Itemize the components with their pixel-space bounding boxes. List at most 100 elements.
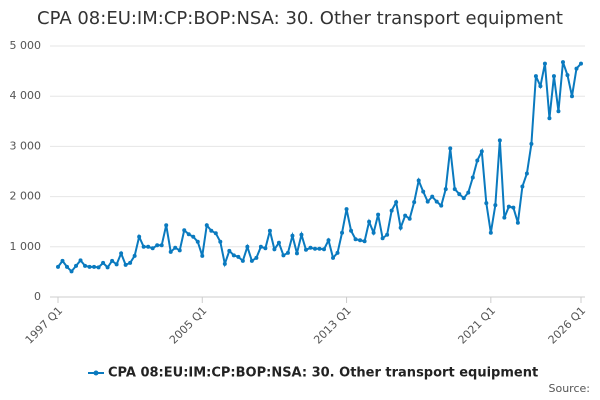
data-point (533, 74, 538, 79)
data-point (218, 239, 223, 244)
data-point (452, 187, 457, 192)
data-point (574, 66, 579, 71)
data-point (281, 253, 286, 258)
data-point (173, 245, 178, 250)
data-point (222, 261, 227, 266)
data-point (150, 246, 155, 251)
y-tick-label: 0 (34, 290, 41, 303)
data-point (69, 269, 74, 274)
data-point (394, 200, 399, 205)
data-point (556, 109, 561, 114)
data-point (83, 263, 88, 268)
data-point (317, 246, 322, 251)
data-point (353, 237, 358, 242)
data-point (322, 247, 327, 252)
data-point (231, 253, 236, 258)
data-point (276, 240, 281, 245)
data-point (92, 264, 97, 269)
data-point (87, 264, 92, 269)
data-point (371, 230, 376, 235)
data-point (358, 238, 363, 243)
data-point (502, 215, 507, 220)
data-point (60, 258, 65, 263)
data-point (254, 255, 259, 260)
data-point (326, 238, 331, 243)
data-point (385, 232, 390, 237)
data-point (524, 171, 529, 176)
data-point (461, 196, 466, 201)
data-point (466, 190, 471, 195)
data-point (484, 201, 489, 206)
data-point (290, 233, 295, 238)
data-point (204, 223, 209, 228)
data-point (155, 243, 160, 248)
data-point (65, 264, 70, 269)
data-point (416, 178, 421, 183)
data-point (245, 244, 250, 249)
data-point (362, 239, 367, 244)
data-point (312, 246, 317, 251)
data-point (146, 244, 151, 249)
data-point (303, 247, 308, 252)
data-point (191, 234, 196, 239)
data-point (340, 230, 345, 235)
data-point (110, 258, 115, 263)
data-point (227, 248, 232, 253)
data-point (407, 216, 412, 221)
data-point (488, 230, 493, 235)
x-tick-label: 2013 Q1 (311, 304, 354, 347)
data-point (123, 262, 128, 267)
data-point (132, 253, 137, 258)
data-point (569, 94, 574, 99)
data-point (200, 253, 205, 258)
data-point (551, 74, 556, 79)
data-point (105, 265, 110, 270)
x-tick-label: 2021 Q1 (456, 304, 499, 347)
data-point (479, 149, 484, 154)
data-point (430, 194, 435, 199)
y-tick-label: 2 000 (10, 190, 42, 203)
data-point (520, 184, 525, 189)
data-point (542, 61, 547, 66)
legend-marker (93, 370, 99, 376)
data-point (128, 260, 133, 265)
data-point (164, 223, 169, 228)
data-point (511, 205, 516, 210)
data-point (272, 247, 277, 252)
data-point (439, 203, 444, 208)
data-point (182, 228, 187, 233)
x-tick-label: 1997 Q1 (23, 304, 66, 347)
data-point (249, 258, 254, 263)
data-point (448, 146, 453, 151)
data-point (344, 207, 349, 212)
data-point (367, 219, 372, 224)
data-point (119, 251, 124, 256)
data-point (421, 189, 426, 194)
data-point (376, 212, 381, 217)
data-point (538, 84, 543, 89)
data-point (398, 225, 403, 230)
data-point (425, 199, 430, 204)
legend-label: CPA 08:EU:IM:CP:BOP:NSA: 30. Other trans… (108, 366, 538, 381)
data-point (331, 255, 336, 260)
data-point (213, 231, 218, 236)
y-tick-label: 3 000 (10, 139, 42, 152)
data-point (560, 60, 565, 65)
x-tick-label: 2026 Q1 (546, 304, 589, 347)
data-point (434, 199, 439, 204)
data-point (236, 254, 241, 259)
series-line (57, 61, 582, 273)
data-point (349, 228, 354, 233)
data-point (493, 203, 498, 208)
data-point (294, 251, 299, 256)
y-tick-label: 4 000 (10, 89, 42, 102)
data-point (240, 258, 245, 263)
data-point (263, 246, 268, 251)
data-point (137, 234, 142, 239)
data-point (74, 263, 79, 268)
data-point (380, 236, 385, 241)
data-point (515, 220, 520, 225)
data-point (56, 264, 60, 269)
data-point (101, 260, 106, 265)
